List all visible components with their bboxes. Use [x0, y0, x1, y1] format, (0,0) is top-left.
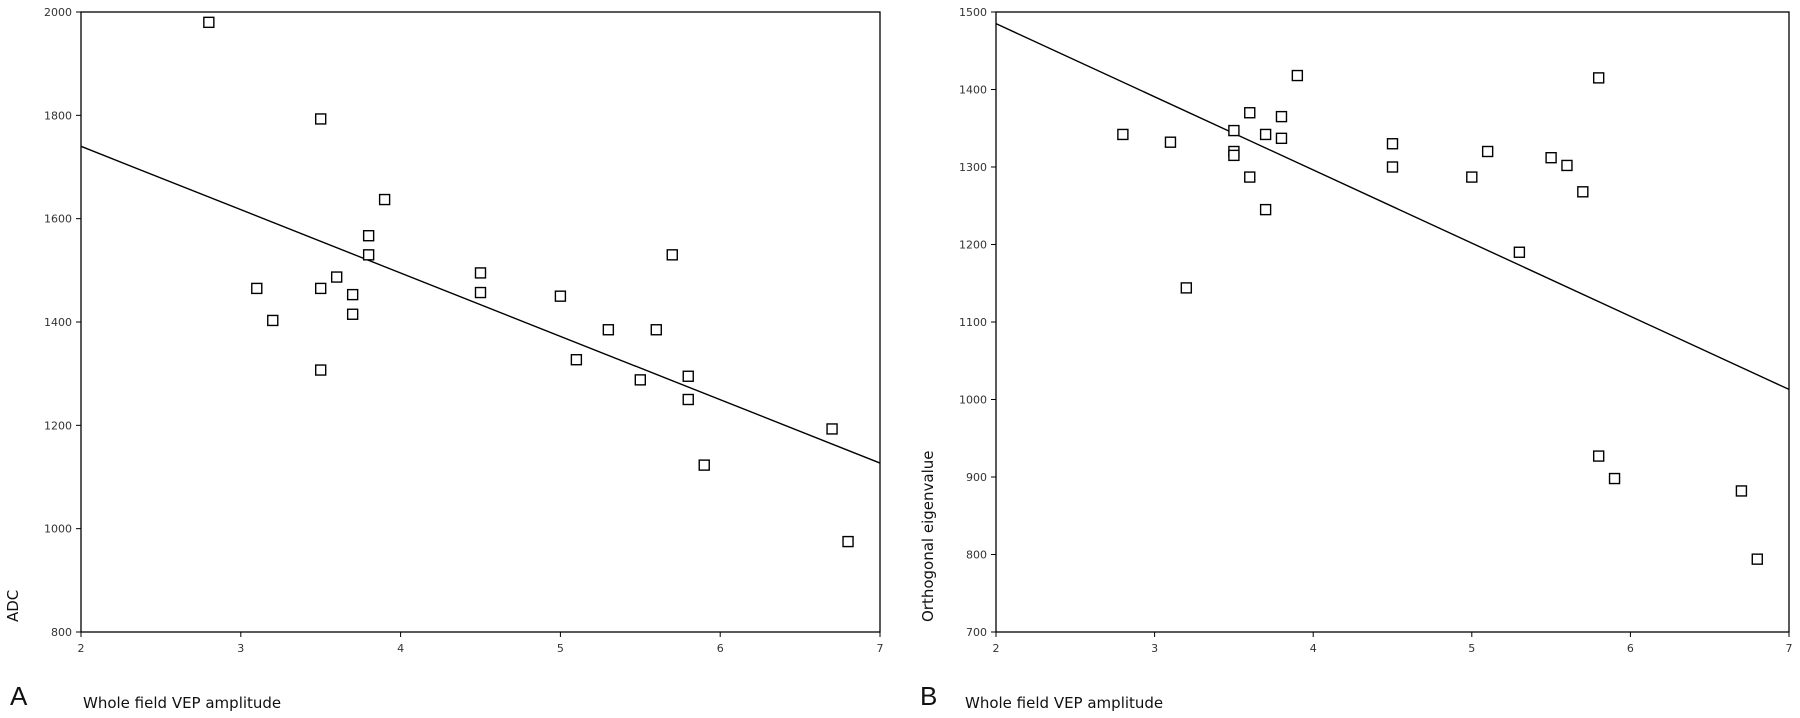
data-point [1180, 282, 1193, 294]
x-tick-label: 3 [1151, 642, 1158, 655]
x-tick-label: 6 [717, 642, 724, 655]
data-point [1386, 161, 1399, 173]
data-point [602, 324, 615, 336]
data-point [826, 423, 838, 435]
x-axis-label: Whole field VEP amplitude [965, 694, 1163, 712]
data-point [1259, 203, 1272, 216]
data-point [666, 249, 678, 261]
x-tick-label: 5 [1468, 642, 1475, 655]
y-tick-label: 1100 [959, 316, 987, 329]
x-tick-label: 2 [78, 642, 85, 655]
chart-panel-b: 2 3 4 5 6 7 700 800 900 1000 1100 1200 1300 1400 1500 O… [919, 6, 1793, 712]
data-point [682, 370, 694, 382]
x-axis-label: Whole field VEP amplitude [83, 694, 281, 712]
data-point [1466, 171, 1478, 183]
y-tick-label: 1600 [44, 213, 72, 226]
data-point [1608, 472, 1621, 485]
y-tick-label: 1000 [44, 523, 72, 536]
data-point [203, 16, 215, 29]
data-point [1513, 246, 1526, 258]
data-point [1291, 69, 1304, 82]
data-point [346, 288, 359, 301]
data-point [1259, 128, 1272, 141]
data-point [1561, 159, 1573, 172]
data-point [474, 286, 487, 299]
data-point [474, 267, 487, 279]
data-point [346, 308, 359, 320]
data-point [1117, 128, 1129, 141]
data-point [315, 113, 327, 125]
y-tick-label: 1800 [44, 109, 72, 122]
data-point [1735, 485, 1748, 497]
plot-frame [80, 11, 881, 633]
x-tick-label: 7 [877, 642, 884, 655]
y-tick-label: 1400 [44, 316, 72, 329]
x-tick-label: 6 [1627, 642, 1634, 655]
data-point [1751, 553, 1763, 565]
data-point [1592, 450, 1605, 462]
x-tick-label: 7 [1786, 642, 1793, 655]
data-point [682, 393, 694, 406]
regression-line [80, 145, 881, 464]
data-point [1386, 138, 1399, 150]
plot-frame [995, 11, 1790, 633]
data-point [1481, 145, 1494, 158]
data-point [378, 193, 391, 206]
data-point [362, 230, 375, 242]
x-tick-label: 4 [1310, 642, 1317, 655]
regression-line [995, 22, 1790, 391]
y-axis-label: ADC [4, 590, 22, 622]
data-point [315, 282, 327, 295]
data-point [634, 374, 646, 386]
chart-panel-a: 2 3 4 5 6 7 800 1000 1200 1400 1600 1800 2000 ADC Whol… [4, 6, 884, 712]
data-point [1275, 110, 1288, 123]
data-point [698, 459, 710, 471]
y-tick-label: 1400 [959, 84, 987, 97]
x-tick-label: 3 [237, 642, 244, 655]
data-point [570, 354, 583, 366]
y-tick-label: 1200 [959, 239, 987, 252]
data-point [267, 314, 279, 327]
y-tick-label: 800 [51, 626, 72, 639]
data-point [554, 290, 567, 302]
y-tick-label: 1500 [959, 6, 987, 19]
data-point [1244, 171, 1256, 183]
y-tick-label: 700 [966, 626, 987, 639]
x-tick-label: 2 [993, 642, 1000, 655]
y-tick-label: 800 [966, 549, 987, 562]
data-point [1164, 136, 1177, 148]
data-point [650, 324, 662, 336]
data-point [842, 535, 854, 548]
y-tick-label: 900 [966, 471, 987, 484]
data-point [1577, 186, 1589, 198]
data-point [1228, 149, 1240, 162]
data-point [1244, 107, 1256, 119]
panel-label: A [10, 681, 28, 711]
y-tick-label: 1200 [44, 419, 72, 432]
y-tick-label: 1000 [959, 394, 987, 407]
panel-label: B [920, 681, 937, 711]
y-tick-label: 1300 [959, 161, 987, 174]
data-point [1592, 72, 1605, 84]
data-point [330, 271, 343, 283]
x-tick-label: 4 [397, 642, 404, 655]
y-tick-label: 2000 [44, 6, 72, 19]
data-point [1545, 151, 1557, 164]
data-point [251, 282, 263, 295]
data-point [1275, 132, 1288, 145]
data-point [315, 364, 327, 376]
y-axis-label: Orthogonal eigenvalue [919, 451, 937, 623]
x-tick-label: 5 [557, 642, 564, 655]
data-point [362, 249, 375, 261]
data-point [1228, 124, 1240, 137]
